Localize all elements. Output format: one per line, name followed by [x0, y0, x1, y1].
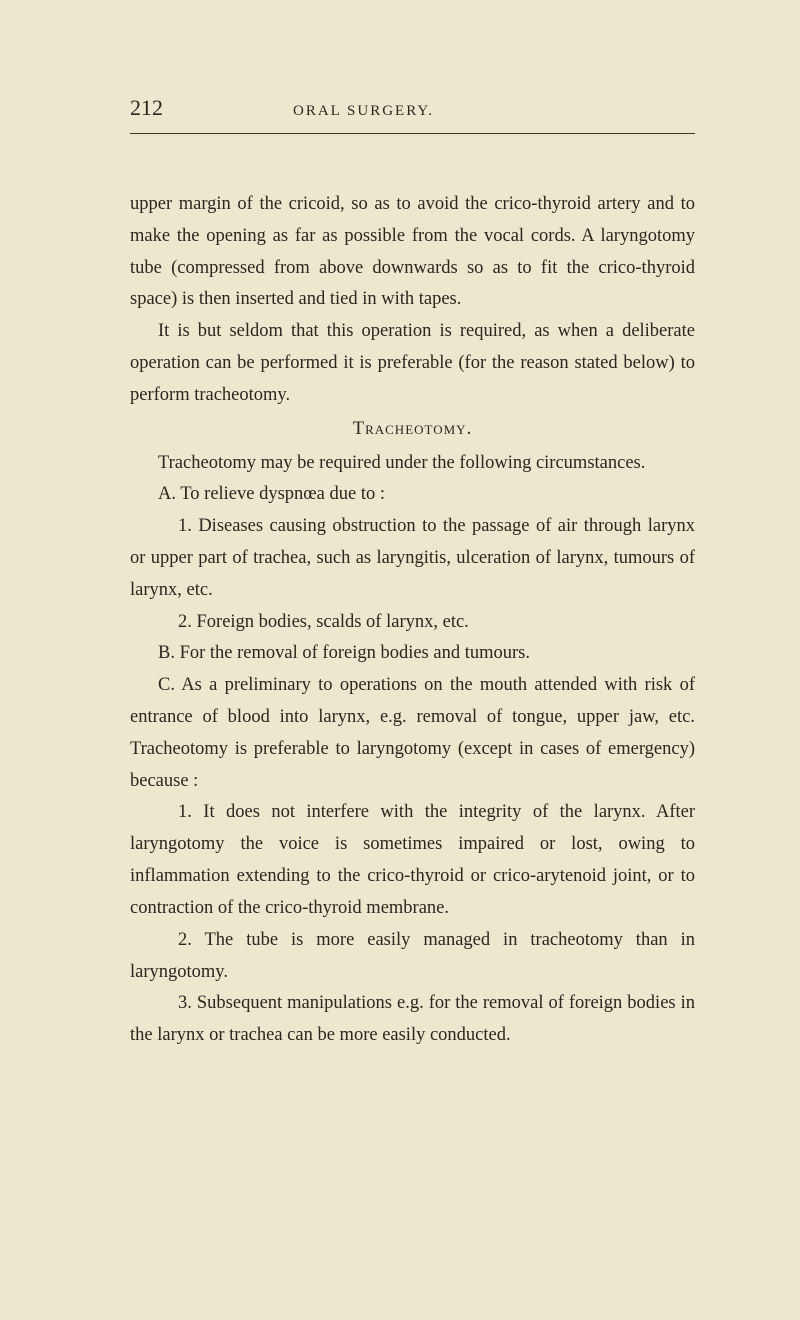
paragraph: It is but seldom that this operation is … [130, 316, 695, 411]
list-subitem: 1. It does not interfere with the integr… [130, 797, 695, 924]
list-subitem: 3. Subsequent manipulations e.g. for the… [130, 988, 695, 1052]
body-text: upper margin of the cricoid, so as to av… [130, 189, 695, 1052]
list-subitem: 2. The tube is more easily managed in tr… [130, 925, 695, 989]
header-rule [130, 133, 695, 134]
section-heading: Tracheotomy. [130, 414, 695, 446]
page-number: 212 [130, 95, 163, 121]
paragraph: upper margin of the cricoid, so as to av… [130, 189, 695, 316]
list-subitem: 2. Foreign bodies, scalds of larynx, etc… [130, 607, 695, 639]
list-item: A. To relieve dyspnœa due to : [130, 479, 695, 511]
list-item: C. As a preliminary to operations on the… [130, 670, 695, 797]
page-container: 212 ORAL SURGERY. upper margin of the cr… [0, 0, 800, 1112]
list-item: B. For the removal of foreign bodies and… [130, 638, 695, 670]
paragraph: Tracheotomy may be required under the fo… [130, 448, 695, 480]
page-header: 212 ORAL SURGERY. [130, 95, 695, 121]
running-head: ORAL SURGERY. [293, 103, 434, 120]
list-subitem: 1. Diseases causing obstruction to the p… [130, 511, 695, 606]
